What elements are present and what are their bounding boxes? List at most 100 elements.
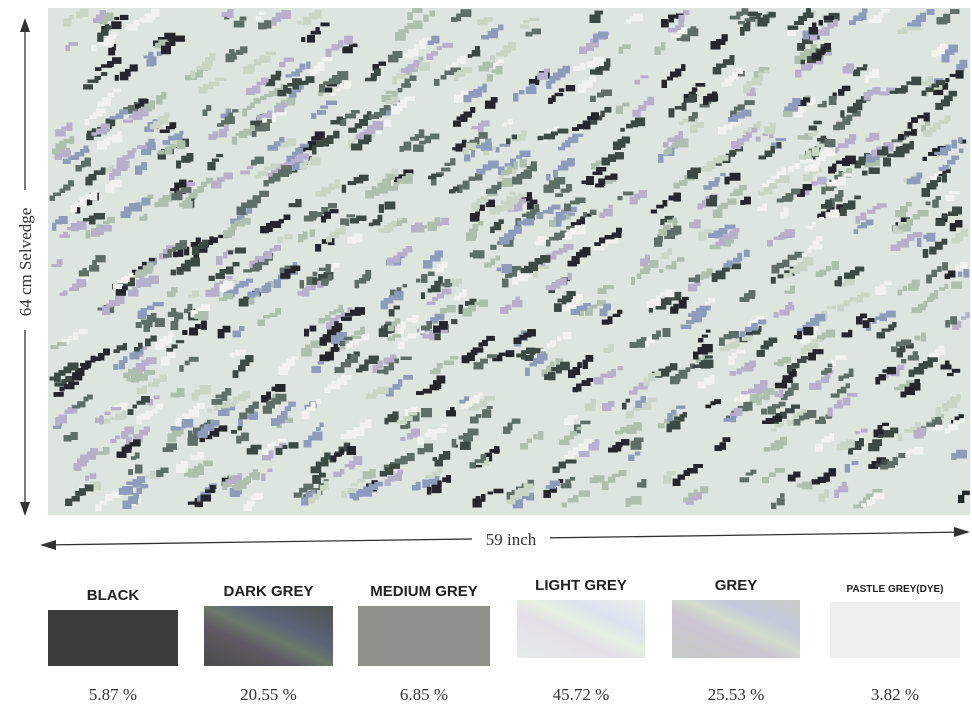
camo-spot bbox=[394, 458, 406, 465]
camo-spot bbox=[812, 325, 818, 331]
camo-spot bbox=[845, 383, 850, 389]
camo-spot bbox=[91, 45, 97, 52]
camo-spot bbox=[774, 382, 786, 389]
camo-spot bbox=[171, 428, 182, 437]
camo-spot bbox=[270, 74, 281, 81]
camo-spot bbox=[426, 486, 432, 495]
camo-spot bbox=[548, 97, 553, 104]
camo-spot bbox=[375, 188, 380, 196]
camo-spot bbox=[741, 335, 753, 341]
camo-spot bbox=[129, 64, 138, 72]
camo-spot bbox=[565, 479, 571, 488]
camo-spot bbox=[307, 141, 316, 146]
camo-spot bbox=[737, 252, 743, 261]
camo-spot bbox=[430, 133, 440, 140]
camo-spot bbox=[492, 354, 503, 362]
camo-spot bbox=[782, 259, 790, 268]
camo-spot bbox=[963, 269, 970, 278]
camo-spot bbox=[607, 476, 616, 483]
camo-spot bbox=[838, 190, 844, 197]
camo-spot bbox=[197, 451, 205, 460]
camo-spot bbox=[61, 126, 68, 130]
camo-spot bbox=[827, 23, 834, 29]
camo-spot bbox=[633, 386, 639, 391]
camo-spot bbox=[785, 304, 795, 311]
camo-spot bbox=[70, 222, 80, 232]
camo-spot bbox=[399, 145, 405, 152]
camo-spot bbox=[340, 316, 352, 321]
camo-spot bbox=[891, 139, 903, 143]
camo-spot bbox=[776, 171, 786, 180]
camo-spot bbox=[85, 176, 93, 186]
camo-spot bbox=[246, 165, 254, 170]
camo-spot bbox=[632, 109, 641, 117]
camo-spot bbox=[280, 411, 288, 420]
camo-spot bbox=[773, 312, 779, 318]
camo-spot bbox=[224, 14, 230, 20]
camo-spot bbox=[764, 126, 775, 135]
camo-spot bbox=[763, 447, 771, 452]
camo-spot bbox=[951, 281, 963, 289]
camo-spot bbox=[945, 78, 950, 83]
camo-spot bbox=[732, 257, 741, 263]
camo-spot bbox=[171, 287, 178, 293]
camo-spot bbox=[400, 455, 408, 465]
camo-spot bbox=[839, 282, 847, 288]
camo-spot bbox=[962, 490, 970, 496]
camo-spot bbox=[773, 362, 778, 366]
camo-spot bbox=[794, 251, 805, 258]
camo-spot bbox=[855, 216, 860, 224]
camo-spot bbox=[433, 367, 441, 374]
camo-spot bbox=[787, 474, 796, 482]
camo-spot bbox=[175, 340, 185, 344]
camo-spot bbox=[148, 138, 155, 147]
camo-spot bbox=[239, 280, 249, 287]
camo-spot bbox=[340, 224, 346, 234]
camo-spot bbox=[347, 181, 357, 186]
camo-spot bbox=[739, 184, 747, 191]
camo-spot bbox=[331, 380, 341, 390]
camo-spot bbox=[317, 90, 324, 96]
camo-spot bbox=[157, 152, 166, 160]
camo-spot bbox=[549, 480, 560, 487]
camo-spot bbox=[315, 244, 322, 252]
camo-spot bbox=[405, 409, 410, 417]
camo-spot bbox=[512, 138, 521, 142]
camo-spot bbox=[76, 220, 87, 230]
camo-spot bbox=[262, 448, 271, 457]
camo-spot bbox=[82, 267, 87, 275]
camo-spot bbox=[800, 335, 810, 344]
camo-spot bbox=[897, 434, 903, 442]
camo-spot bbox=[844, 138, 856, 145]
camo-spot bbox=[875, 316, 884, 320]
camo-spot bbox=[150, 471, 161, 479]
camo-spot bbox=[834, 194, 843, 202]
camo-spot bbox=[774, 440, 784, 449]
camo-spot bbox=[570, 222, 581, 229]
camo-spot bbox=[518, 497, 524, 502]
camo-spot bbox=[793, 109, 803, 118]
camo-spot bbox=[114, 16, 120, 20]
camo-spot bbox=[141, 261, 147, 267]
camo-spot bbox=[780, 493, 785, 498]
camo-spot bbox=[166, 443, 177, 450]
camo-spot bbox=[250, 120, 261, 130]
camo-spot bbox=[446, 475, 451, 483]
camo-spot bbox=[698, 338, 704, 343]
camo-spot bbox=[626, 123, 633, 129]
camo-spot bbox=[252, 264, 262, 271]
camo-spot bbox=[329, 311, 336, 315]
camo-spot bbox=[207, 408, 213, 413]
camo-spot bbox=[391, 168, 399, 176]
camo-spot bbox=[863, 64, 868, 68]
camo-spot bbox=[526, 211, 535, 221]
camo-spot bbox=[647, 96, 655, 106]
camo-spot bbox=[344, 313, 353, 317]
camo-spot bbox=[853, 504, 863, 509]
camo-spot bbox=[829, 206, 835, 212]
camo-spot bbox=[813, 161, 821, 166]
camo-spot bbox=[776, 262, 784, 269]
camo-spot bbox=[916, 238, 922, 247]
camo-spot bbox=[512, 500, 523, 509]
camo-spot bbox=[54, 382, 65, 387]
